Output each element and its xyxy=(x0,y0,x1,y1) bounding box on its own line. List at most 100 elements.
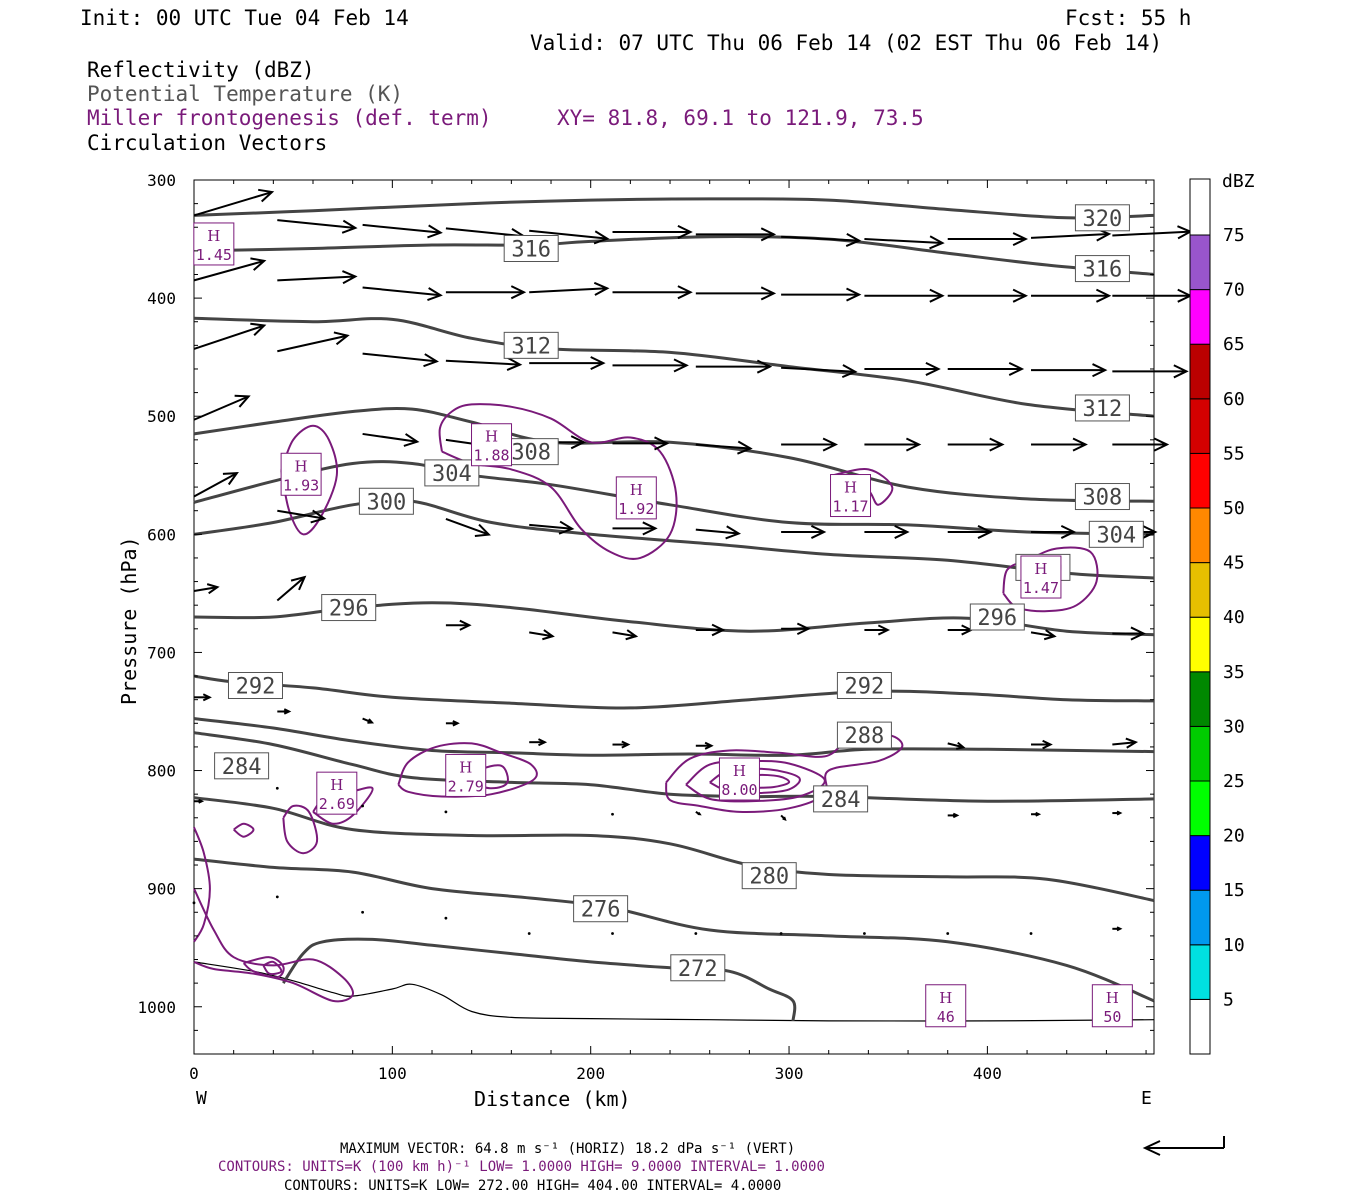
vector-head xyxy=(756,359,773,374)
theta-contour-312 xyxy=(193,316,1155,418)
circulation-vector xyxy=(1112,626,1146,641)
vector-shaft xyxy=(445,359,521,366)
frontogenesis-high-marker: H xyxy=(939,989,952,1007)
circulation-vector xyxy=(611,812,614,816)
frontogenesis-contour xyxy=(233,822,255,838)
vector-head xyxy=(621,740,631,749)
circulation-vector xyxy=(1112,737,1139,749)
frontogenesis-contour xyxy=(438,403,678,560)
vector-shaft xyxy=(193,472,238,498)
circulation-vector xyxy=(193,583,220,595)
circulation-vector xyxy=(362,286,443,302)
circulation-vector xyxy=(695,227,777,242)
theta-contour-272 xyxy=(282,937,797,1022)
circulation-vector xyxy=(444,810,448,814)
vector-shaft xyxy=(277,334,348,353)
theta-label: 284 xyxy=(222,755,262,780)
colorbar-segment xyxy=(1189,562,1211,618)
vector-shaft xyxy=(362,223,441,234)
vector-head xyxy=(1095,288,1112,303)
frontogenesis-high-box xyxy=(1091,984,1133,1028)
frontogenesis-high-marker: H xyxy=(844,479,857,497)
colorbar-label: 65 xyxy=(1223,334,1245,355)
circulation-vector xyxy=(529,281,610,296)
circulation-vector xyxy=(781,622,811,636)
circulation-vector xyxy=(361,910,364,914)
frontogenesis-high-marker: H xyxy=(207,227,220,245)
vector-dot xyxy=(275,895,279,899)
circulation-vector xyxy=(194,693,212,702)
theta-label: 300 xyxy=(367,490,407,515)
y-tick-label: 700 xyxy=(147,643,176,662)
vector-head xyxy=(1012,232,1029,247)
circulation-vector xyxy=(947,812,960,819)
vector-head xyxy=(654,436,670,451)
colorbar-label: 55 xyxy=(1223,443,1245,464)
theta-label-box xyxy=(214,752,270,780)
vector-head xyxy=(1125,737,1139,749)
circulation-vector xyxy=(1030,629,1057,641)
theta-contour-note: CONTOURS: UNITS=K LOW= 272.00 HIGH= 404.… xyxy=(284,1178,781,1194)
circulation-vector xyxy=(529,520,575,535)
theta-label-box xyxy=(741,862,797,890)
colorbar-label: 20 xyxy=(1223,826,1245,847)
circulation-vector xyxy=(445,518,491,537)
circulation-vector xyxy=(612,521,658,536)
frontogenesis-high-marker: H xyxy=(295,457,308,475)
circulation-vector xyxy=(612,358,689,373)
vector-head xyxy=(677,285,693,300)
vector-head xyxy=(427,287,443,302)
circulation-vector xyxy=(781,524,827,539)
field-reflectivity: Reflectivity (dBZ) xyxy=(87,58,315,82)
circulation-vector xyxy=(695,286,777,301)
vector-head xyxy=(877,624,891,636)
circulation-vector xyxy=(695,623,726,637)
circulation-vector xyxy=(781,233,862,247)
vector-dot xyxy=(611,932,614,935)
field-theta: Potential Temperature (K) xyxy=(87,82,403,106)
frontogenesis-high-value: 8.00 xyxy=(721,781,757,799)
circulation-vector xyxy=(864,288,945,303)
theta-label: 316 xyxy=(511,238,551,263)
theta-label-box xyxy=(573,895,629,923)
circulation-vector xyxy=(695,359,773,374)
vector-shaft xyxy=(277,275,356,282)
y-tick-label: 500 xyxy=(147,407,176,426)
colorbar-label: 70 xyxy=(1223,280,1245,301)
circulation-vector xyxy=(445,285,527,300)
theta-label-box xyxy=(424,459,480,487)
vector-head xyxy=(1116,926,1123,932)
circulation-vector xyxy=(864,437,922,452)
theta-label: 304 xyxy=(432,462,472,487)
field-vectors: Circulation Vectors xyxy=(87,131,327,155)
max-vector-note: MAXIMUM VECTOR: 64.8 m s⁻¹ (HORIZ) 18.2 … xyxy=(340,1141,795,1157)
frontogenesis-high-marker: H xyxy=(1106,989,1119,1007)
circulation-vector xyxy=(361,804,364,808)
vector-head xyxy=(782,816,787,821)
vector-shaft xyxy=(1112,230,1191,237)
theta-label-box xyxy=(836,672,892,700)
frontogenesis-contour xyxy=(262,960,283,976)
vector-head xyxy=(222,472,239,486)
field-frontogenesis: Miller frontogenesis (def. term) xyxy=(87,106,492,130)
vector-head xyxy=(250,257,267,271)
colorbar-segment xyxy=(1189,725,1211,782)
circulation-vector xyxy=(611,932,614,935)
circulation-vector xyxy=(695,741,714,750)
vector-shaft xyxy=(612,631,637,638)
vector-head xyxy=(760,227,777,242)
vector-shaft xyxy=(529,229,608,240)
theta-contour-308 xyxy=(193,406,1155,503)
colorbar-segment xyxy=(1189,234,1211,291)
colorbar-segment xyxy=(1189,398,1211,454)
frontogenesis-high-value: 1.92 xyxy=(618,500,654,518)
circulation-vector xyxy=(529,629,555,641)
vector-head xyxy=(625,629,639,641)
vector-head xyxy=(198,798,205,804)
vector-head xyxy=(1173,364,1189,379)
circulation-vector xyxy=(445,619,472,631)
circulation-vector xyxy=(781,364,858,379)
colorbar-segment xyxy=(1189,780,1211,837)
vector-head xyxy=(590,356,606,371)
theta-label: 308 xyxy=(511,441,551,466)
